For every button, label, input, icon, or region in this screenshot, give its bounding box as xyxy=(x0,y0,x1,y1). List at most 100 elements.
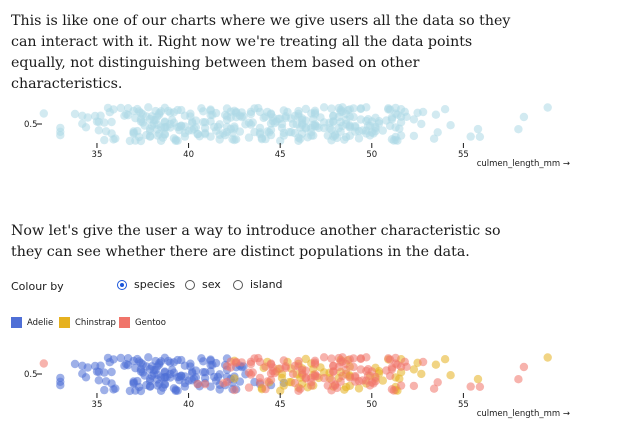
data-point[interactable] xyxy=(193,129,202,139)
radio-sex-circle[interactable] xyxy=(185,279,195,290)
data-point[interactable] xyxy=(149,365,158,375)
data-point[interactable] xyxy=(319,353,329,362)
data-point[interactable] xyxy=(230,135,239,145)
data-point[interactable] xyxy=(543,353,552,362)
data-point[interactable] xyxy=(296,384,305,393)
data-point[interactable] xyxy=(400,107,409,116)
data-point[interactable] xyxy=(94,117,104,127)
data-point[interactable] xyxy=(145,132,155,141)
data-point[interactable] xyxy=(440,105,450,114)
data-point[interactable] xyxy=(136,358,146,368)
data-point[interactable] xyxy=(356,365,365,374)
data-point[interactable] xyxy=(340,135,349,144)
radio-sex[interactable]: sex xyxy=(185,278,221,291)
data-point[interactable] xyxy=(329,367,338,377)
data-point[interactable] xyxy=(160,123,169,132)
data-point[interactable] xyxy=(230,124,239,133)
data-point[interactable] xyxy=(395,374,404,383)
data-point[interactable] xyxy=(393,360,402,369)
data-point[interactable] xyxy=(332,133,342,143)
data-point[interactable] xyxy=(301,366,310,375)
data-point[interactable] xyxy=(417,119,426,129)
data-point[interactable] xyxy=(94,376,104,385)
data-point[interactable] xyxy=(105,358,115,367)
data-point[interactable] xyxy=(378,376,387,385)
data-point[interactable] xyxy=(418,357,428,367)
data-point[interactable] xyxy=(39,359,48,368)
data-point[interactable] xyxy=(78,369,87,378)
data-point[interactable] xyxy=(144,103,153,112)
data-point[interactable] xyxy=(197,104,206,113)
data-point[interactable] xyxy=(266,360,276,369)
data-point[interactable] xyxy=(197,354,206,363)
data-point[interactable] xyxy=(362,126,371,135)
data-point[interactable] xyxy=(323,381,332,390)
data-point[interactable] xyxy=(323,131,332,140)
data-point[interactable] xyxy=(395,124,404,133)
data-point[interactable] xyxy=(136,386,146,396)
data-point[interactable] xyxy=(149,115,158,125)
data-point[interactable] xyxy=(290,361,299,371)
data-point[interactable] xyxy=(70,359,80,369)
data-point[interactable] xyxy=(466,132,475,141)
data-point[interactable] xyxy=(301,116,310,125)
data-point[interactable] xyxy=(107,367,116,377)
data-point[interactable] xyxy=(151,106,160,116)
data-point[interactable] xyxy=(288,119,298,129)
data-point[interactable] xyxy=(188,119,197,128)
data-point[interactable] xyxy=(514,125,523,134)
data-point[interactable] xyxy=(83,363,93,372)
radio-island[interactable]: island xyxy=(233,278,283,291)
data-point[interactable] xyxy=(387,365,397,374)
data-point[interactable] xyxy=(160,129,169,139)
data-point[interactable] xyxy=(345,105,354,114)
data-point[interactable] xyxy=(78,119,87,128)
data-point[interactable] xyxy=(356,115,365,124)
data-point[interactable] xyxy=(213,122,223,132)
data-point[interactable] xyxy=(446,371,455,380)
data-point[interactable] xyxy=(310,372,320,381)
jitter-chart-by-species[interactable]: 35 40 45 50 55 culmen_length_mm → 0.5 xyxy=(0,340,640,425)
data-point[interactable] xyxy=(270,118,279,128)
data-point[interactable] xyxy=(307,131,316,140)
data-point[interactable] xyxy=(244,383,254,392)
data-point[interactable] xyxy=(296,134,305,143)
data-point[interactable] xyxy=(230,374,239,383)
radio-sex-label[interactable]: sex xyxy=(202,278,221,291)
data-point[interactable] xyxy=(349,362,358,372)
data-point[interactable] xyxy=(246,359,256,369)
data-point[interactable] xyxy=(301,374,310,383)
jitter-chart-uncolored[interactable]: 35 40 45 50 55 culmen_length_mm → 0.5 xyxy=(0,90,640,175)
data-point[interactable] xyxy=(475,382,485,391)
data-point[interactable] xyxy=(136,136,146,146)
data-point[interactable] xyxy=(433,128,442,137)
data-point[interactable] xyxy=(349,112,358,122)
data-point[interactable] xyxy=(543,103,552,112)
data-point[interactable] xyxy=(431,110,441,119)
data-point[interactable] xyxy=(123,111,133,120)
data-point[interactable] xyxy=(277,123,287,133)
data-point[interactable] xyxy=(336,127,345,136)
data-point[interactable] xyxy=(173,355,182,365)
data-point[interactable] xyxy=(83,113,93,122)
data-point[interactable] xyxy=(116,353,126,363)
data-point[interactable] xyxy=(151,356,160,366)
data-point[interactable] xyxy=(396,131,406,140)
data-point[interactable] xyxy=(255,128,265,137)
data-point[interactable] xyxy=(393,110,402,119)
data-point[interactable] xyxy=(173,136,182,145)
data-point[interactable] xyxy=(164,356,173,366)
data-point[interactable] xyxy=(391,353,400,363)
data-point[interactable] xyxy=(266,110,276,119)
data-point[interactable] xyxy=(129,378,138,387)
data-point[interactable] xyxy=(400,357,409,366)
data-point[interactable] xyxy=(389,386,398,395)
data-point[interactable] xyxy=(193,379,202,389)
data-point[interactable] xyxy=(107,129,116,138)
data-point[interactable] xyxy=(362,103,371,112)
data-point[interactable] xyxy=(138,118,147,127)
data-point[interactable] xyxy=(307,381,316,390)
data-point[interactable] xyxy=(338,357,347,366)
radio-species-circle[interactable] xyxy=(117,279,127,290)
data-point[interactable] xyxy=(144,353,153,362)
